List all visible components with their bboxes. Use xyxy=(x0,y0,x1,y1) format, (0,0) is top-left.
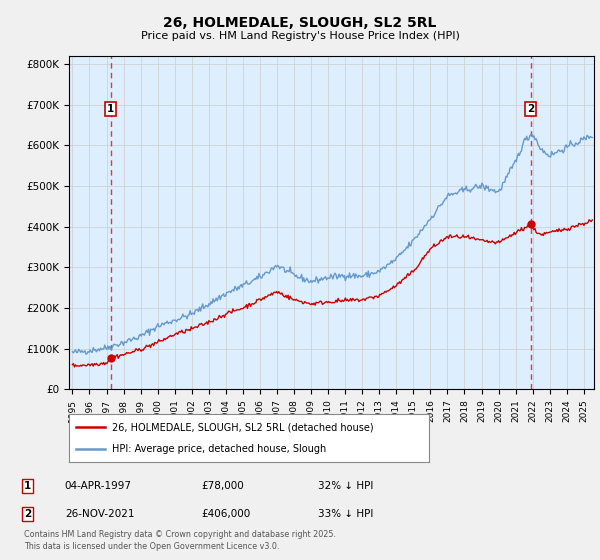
Text: Contains HM Land Registry data © Crown copyright and database right 2025.: Contains HM Land Registry data © Crown c… xyxy=(24,530,336,539)
Text: 26-NOV-2021: 26-NOV-2021 xyxy=(65,509,134,519)
Text: 1: 1 xyxy=(24,481,31,491)
Text: 26, HOLMEDALE, SLOUGH, SL2 5RL: 26, HOLMEDALE, SLOUGH, SL2 5RL xyxy=(163,16,437,30)
Text: 04-APR-1997: 04-APR-1997 xyxy=(65,481,132,491)
Text: £406,000: £406,000 xyxy=(201,509,250,519)
Text: This data is licensed under the Open Government Licence v3.0.: This data is licensed under the Open Gov… xyxy=(24,542,280,551)
Text: £78,000: £78,000 xyxy=(201,481,244,491)
Text: Price paid vs. HM Land Registry's House Price Index (HPI): Price paid vs. HM Land Registry's House … xyxy=(140,31,460,41)
Text: 32% ↓ HPI: 32% ↓ HPI xyxy=(318,481,373,491)
Text: HPI: Average price, detached house, Slough: HPI: Average price, detached house, Slou… xyxy=(112,444,326,454)
Text: 1: 1 xyxy=(107,104,115,114)
Text: 2: 2 xyxy=(24,509,31,519)
Text: 33% ↓ HPI: 33% ↓ HPI xyxy=(318,509,373,519)
Text: 26, HOLMEDALE, SLOUGH, SL2 5RL (detached house): 26, HOLMEDALE, SLOUGH, SL2 5RL (detached… xyxy=(112,422,374,432)
Text: 2: 2 xyxy=(527,104,535,114)
